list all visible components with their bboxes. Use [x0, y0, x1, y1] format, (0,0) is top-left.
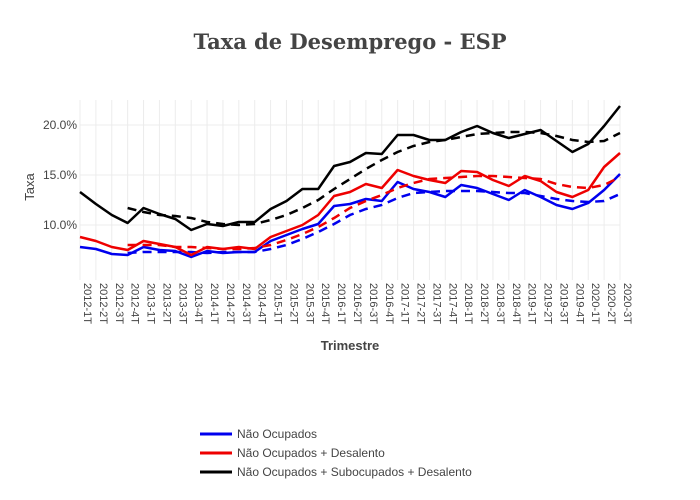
x-tick-label: 2017-3T — [430, 283, 442, 324]
x-tick-label: 2013-4T — [192, 283, 204, 324]
x-tick-label: 2014-2T — [224, 283, 236, 324]
series-line-3 — [79, 105, 621, 232]
y-tick-label: 20.0% — [43, 118, 77, 132]
legend-label: Não Ocupados + Subocupados + Desalento — [237, 465, 472, 479]
legend: Não Ocupados Não Ocupados + Desalento Não … — [200, 427, 472, 479]
x-tick-label: 2012-4T — [129, 283, 141, 324]
x-tick-label: 2018-1T — [462, 283, 474, 324]
x-tick-label: 2016-4T — [383, 283, 395, 324]
x-axis-title: Trimestre — [321, 338, 380, 353]
y-tick-label: 15.0% — [43, 168, 77, 182]
x-tick-label: 2017-4T — [446, 283, 458, 324]
x-tick-label: 2019-3T — [557, 283, 569, 324]
x-tick-label: 2016-1T — [335, 283, 347, 324]
x-tick-label: 2015-2T — [287, 283, 299, 324]
series-line-2 — [79, 152, 621, 257]
x-tick-labels: 2012-1T 2012-2T 2012-3T 2012-4T 2013-1T 2013-… — [81, 283, 633, 324]
legend-label: Não Ocupados — [237, 427, 317, 441]
x-tick-label: 2019-4T — [573, 283, 585, 324]
x-tick-label: 2015-4T — [319, 283, 331, 324]
x-tick-label: 2014-1T — [208, 283, 220, 324]
y-tick-label: 10.0% — [43, 218, 77, 232]
x-tick-label: 2016-3T — [367, 283, 379, 324]
series-line-1 — [79, 173, 621, 259]
x-tick-label: 2014-3T — [240, 283, 252, 324]
x-tick-label: 2017-1T — [399, 283, 411, 324]
x-tick-label: 2015-3T — [303, 283, 315, 324]
x-tick-label: 2020-1T — [589, 283, 601, 324]
y-axis-title: Taxa — [22, 173, 37, 201]
y-tick-labels: 10.0% 15.0% 20.0% — [43, 118, 77, 232]
x-tick-label: 2018-3T — [494, 283, 506, 324]
chart-title: Taxa de Desemprego - ESP — [193, 29, 506, 54]
x-tick-label: 2018-2T — [478, 283, 490, 324]
x-tick-label: 2014-4T — [256, 283, 268, 324]
series-lines — [79, 105, 621, 259]
legend-label: Não Ocupados + Desalento — [237, 446, 385, 460]
x-tick-label: 2020-3T — [621, 283, 633, 324]
x-tick-label: 2013-3T — [176, 283, 188, 324]
x-tick-label: 2017-2T — [415, 283, 427, 324]
x-tick-label: 2013-2T — [160, 283, 172, 324]
series-trend-line-3 — [127, 130, 621, 227]
x-tick-label: 2012-2T — [97, 283, 109, 324]
x-tick-label: 2019-2T — [542, 283, 554, 324]
x-tick-label: 2015-1T — [272, 283, 284, 324]
x-tick-label: 2018-4T — [510, 283, 522, 324]
x-tick-label: 2012-3T — [113, 283, 125, 324]
x-tick-label: 2019-1T — [526, 283, 538, 324]
x-tick-label: 2013-1T — [145, 283, 157, 324]
x-tick-label: 2012-1T — [81, 283, 93, 324]
x-tick-label: 2016-2T — [351, 283, 363, 324]
x-tick-label: 2020-2T — [605, 283, 617, 324]
